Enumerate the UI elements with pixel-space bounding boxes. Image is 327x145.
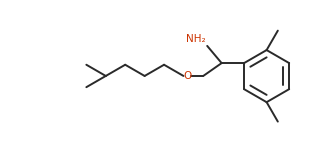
Text: O: O xyxy=(183,71,191,81)
Text: NH₂: NH₂ xyxy=(186,35,206,45)
